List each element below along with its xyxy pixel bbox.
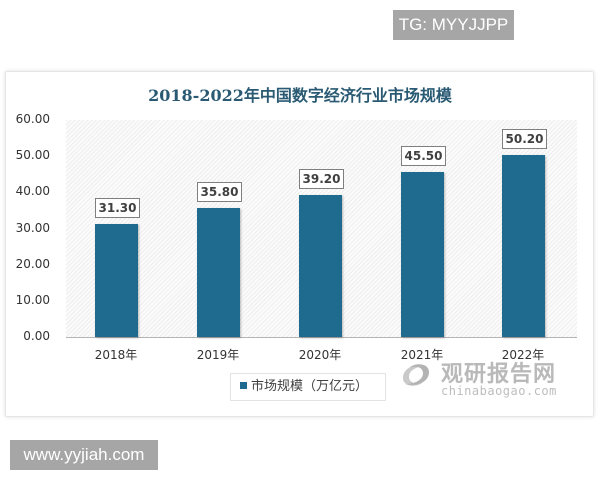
x-axis-line: [66, 337, 577, 338]
y-tick-60: 60.00: [15, 112, 50, 126]
y-tick-20: 20.00: [15, 257, 50, 271]
value-label-2022: 50.20: [502, 129, 547, 149]
bar-2022: [502, 155, 545, 337]
watermark-cn-text: 观研报告网: [441, 362, 557, 387]
value-label-2019: 35.80: [197, 182, 242, 202]
x-tick-2021: 2021年: [400, 348, 444, 362]
x-tick-2018: 2018年: [94, 348, 138, 362]
watermark-en-text: chinabaogao.com: [441, 384, 557, 398]
chart-legend: 市场规模（万亿元）: [230, 373, 386, 401]
bar-2021: [401, 172, 444, 337]
bar-2018: [95, 224, 138, 337]
legend-swatch-icon: [240, 382, 247, 389]
bar-2019: [197, 208, 240, 337]
x-tick-2022: 2022年: [501, 348, 545, 362]
y-tick-30: 30.00: [15, 221, 50, 235]
site-watermark-badge: www.yyjiah.com: [10, 440, 158, 470]
value-label-2020: 39.20: [299, 169, 344, 189]
legend-label: 市场规模（万亿元）: [251, 379, 369, 394]
x-tick-2019: 2019年: [196, 348, 240, 362]
y-tick-40: 40.00: [15, 184, 50, 198]
x-tick-2020: 2020年: [298, 348, 342, 362]
y-tick-0: 0.00: [23, 329, 50, 343]
y-tick-10: 10.00: [15, 293, 50, 307]
chinabaogao-logo-icon: [403, 364, 429, 386]
value-label-2018: 31.30: [95, 198, 140, 218]
chart-title: 2018-2022年中国数字经济行业市场规模: [148, 86, 452, 105]
chinabaogao-watermark: 观研报告网 chinabaogao.com: [397, 356, 577, 400]
value-label-2021: 45.50: [401, 146, 446, 166]
bar-2020: [299, 195, 342, 337]
tg-watermark-badge: TG: MYYJJPP: [393, 10, 514, 40]
y-tick-50: 50.00: [15, 148, 50, 162]
